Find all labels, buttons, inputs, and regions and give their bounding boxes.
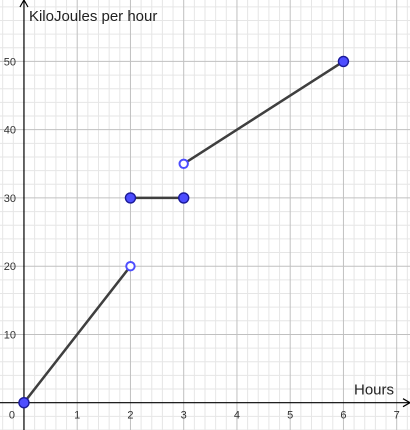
x-tick-label: 0: [9, 410, 15, 422]
x-tick-label: 5: [287, 410, 293, 422]
tick-labels: 0 1 2 3 4 5 6 7 10 20 30 40 50: [4, 56, 400, 421]
x-axis-arrow: [402, 398, 410, 408]
segment-line: [22, 264, 132, 404]
y-tick-label: 50: [4, 56, 16, 68]
x-tick-label: 3: [181, 410, 187, 422]
open-point: [125, 260, 136, 272]
y-tick-label: 20: [4, 261, 16, 273]
x-tick-label: 1: [74, 410, 80, 422]
segment-line: [182, 60, 345, 166]
y-axis-title: KiloJoules per hour: [29, 8, 157, 25]
y-tick-label: 10: [4, 329, 16, 341]
closed-point: [18, 396, 30, 409]
y-tick-label: 40: [4, 125, 16, 137]
data-series: [18, 55, 350, 409]
x-tick-label: 6: [340, 410, 346, 422]
closed-point: [178, 192, 190, 204]
x-tick-label: 2: [127, 410, 133, 422]
x-tick-label: 4: [234, 410, 240, 422]
y-tick-label: 30: [4, 193, 16, 205]
open-point: [178, 158, 189, 170]
x-axis-title: Hours: [354, 382, 394, 399]
closed-point: [337, 55, 350, 68]
x-tick-label: 7: [394, 410, 400, 422]
closed-point: [124, 192, 137, 204]
y-axis-arrow: [19, 0, 29, 8]
